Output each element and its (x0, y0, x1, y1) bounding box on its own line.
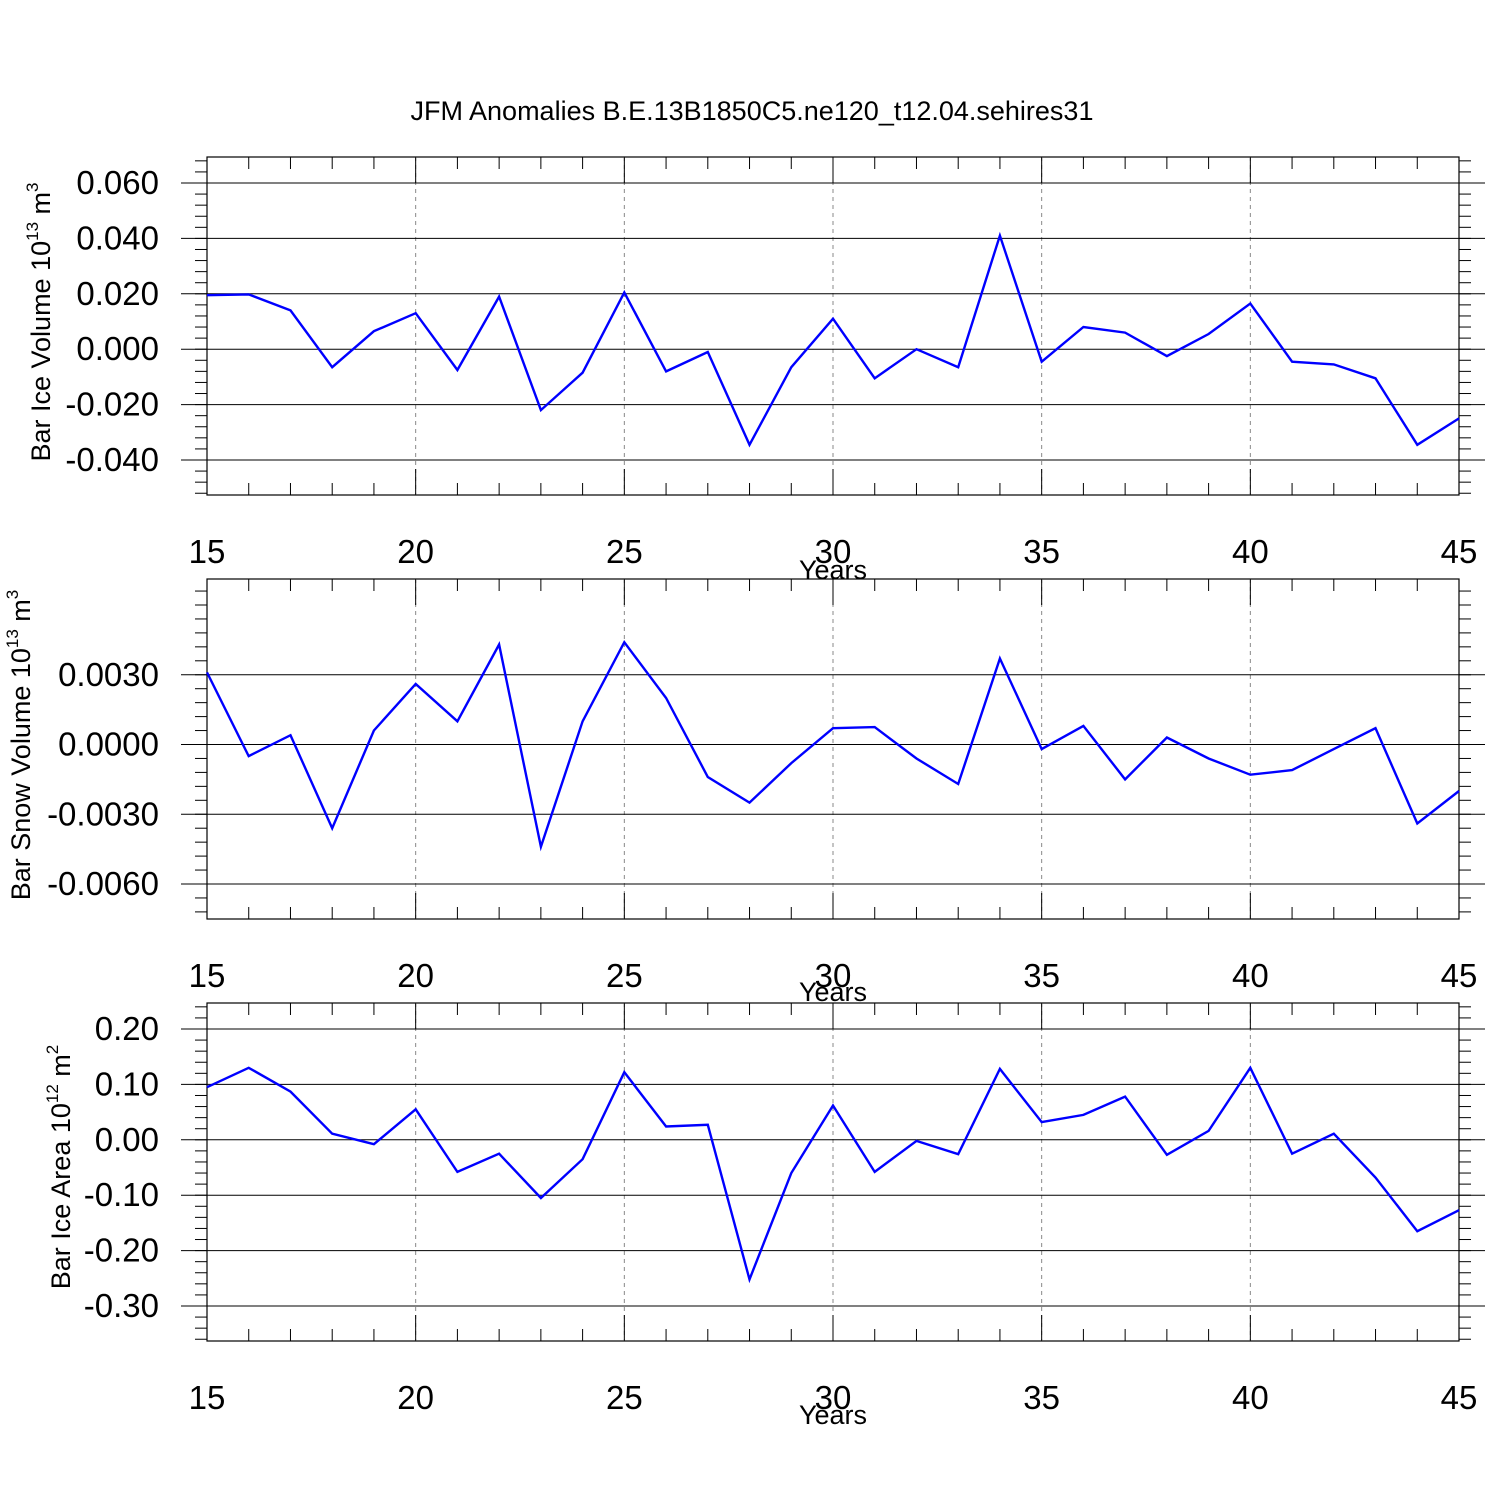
x-tick-label: 25 (606, 533, 643, 570)
y-tick-label: 0.0030 (58, 656, 159, 693)
y-axis-label-unit: m (46, 1054, 76, 1084)
series-line (206, 231, 1460, 448)
y-axis-label-exponent: 12 (43, 1084, 62, 1103)
y-axis-label: Bar Snow Volume 1013 m3 (3, 590, 36, 901)
y-axis-label-text: Bar Ice Area 10 (46, 1103, 76, 1289)
x-tick-label: 40 (1232, 1379, 1269, 1416)
x-tick-label: 25 (606, 957, 643, 994)
x-tick-label: 15 (189, 957, 226, 994)
series-line (205, 639, 1460, 852)
x-tick-label: 40 (1232, 957, 1269, 994)
y-axis-label-unit: m (6, 599, 36, 629)
x-tick-label: 30 (815, 957, 852, 994)
series-line (206, 1065, 1460, 1284)
panel-1: -0.040 -0.020 0.000 0.020 0.040 0.060 15 20 25 30… (23, 156, 1485, 585)
x-tick-label: 20 (397, 957, 434, 994)
y-tick-label: 0.0000 (58, 726, 159, 763)
x-tick-label: 30 (815, 533, 852, 570)
y-tick-label: -0.30 (84, 1287, 159, 1324)
x-tick-label: 35 (1023, 957, 1060, 994)
y-tick-label: -0.020 (65, 386, 159, 423)
y-tick-label: -0.0060 (47, 865, 159, 902)
x-tick-label: 20 (397, 1379, 434, 1416)
y-tick-label: 0.060 (76, 164, 159, 201)
y-tick-label: 0.00 (95, 1121, 159, 1158)
x-tick-label: 45 (1441, 1379, 1478, 1416)
y-axis-label-text: Bar Ice Volume 10 (26, 241, 56, 462)
y-tick-label: -0.0030 (47, 795, 159, 832)
y-axis-label-unit: m (26, 192, 56, 222)
x-tick-label: 35 (1023, 1379, 1060, 1416)
x-tick-label: 40 (1232, 533, 1269, 570)
y-axis-label-unit-exponent: 3 (3, 590, 22, 599)
x-tick-label: 25 (606, 1379, 643, 1416)
y-tick-label: -0.10 (84, 1176, 159, 1213)
y-axis-label: Bar Ice Volume 1013 m3 (23, 182, 56, 461)
panel-2: -0.0060 -0.0030 0.0000 0.0030 15 20 25 30 35 40 45… (3, 578, 1485, 1007)
x-axis-label: Years (799, 977, 867, 1007)
y-tick-label: 0.040 (76, 219, 159, 256)
y-axis-label-unit-exponent: 2 (43, 1045, 62, 1054)
panel-3: -0.30 -0.20 -0.10 0.00 0.10 0.20 15 20 25 30 35 40 4… (43, 1002, 1485, 1430)
x-tick-label: 30 (815, 1379, 852, 1416)
y-tick-label: 0.10 (95, 1065, 159, 1102)
y-tick-label: -0.040 (65, 441, 159, 478)
x-tick-label: 45 (1441, 533, 1478, 570)
chart-title: JFM Anomalies B.E.13B1850C5.ne120_t12.04… (411, 96, 1094, 126)
x-tick-label: 20 (397, 533, 434, 570)
x-tick-label: 15 (189, 533, 226, 570)
x-axis-label: Years (799, 1400, 867, 1430)
y-axis-label-unit-exponent: 3 (23, 182, 42, 191)
y-axis-label-exponent: 13 (23, 222, 42, 241)
y-tick-label: -0.20 (84, 1232, 159, 1269)
x-tick-label: 35 (1023, 533, 1060, 570)
y-axis-label-exponent: 13 (3, 629, 22, 648)
y-axis-label-text: Bar Snow Volume 10 (6, 648, 36, 900)
x-tick-label: 15 (189, 1379, 226, 1416)
y-tick-label: 0.20 (95, 1010, 159, 1047)
y-axis-label: Bar Ice Area 1012 m2 (43, 1045, 76, 1290)
y-tick-label: 0.000 (76, 330, 159, 367)
y-tick-label: 0.020 (76, 275, 159, 312)
x-tick-label: 45 (1441, 957, 1478, 994)
